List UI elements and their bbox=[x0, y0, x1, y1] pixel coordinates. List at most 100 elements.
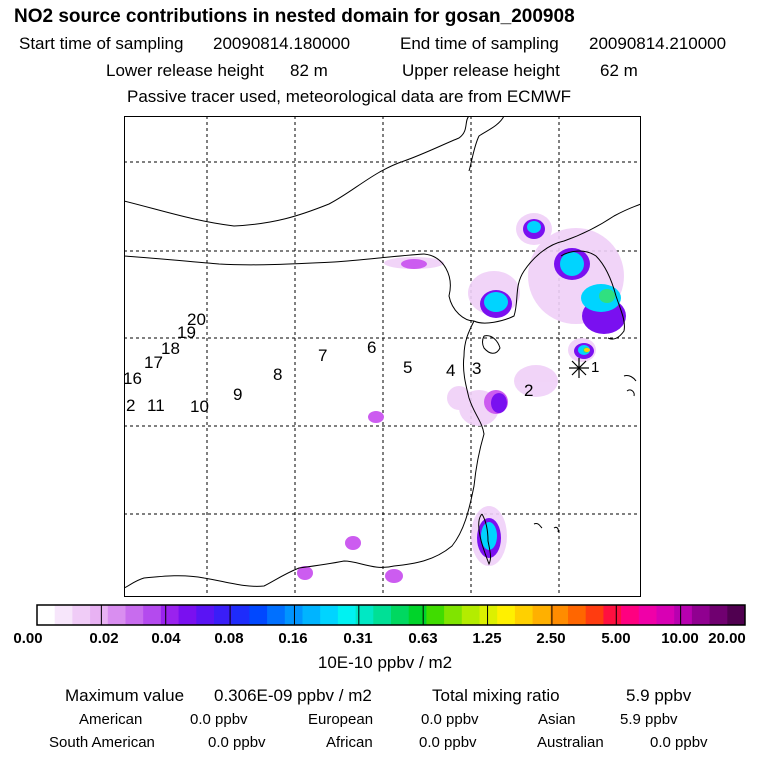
colorbar-swatch bbox=[54, 605, 73, 625]
colorbar-swatch bbox=[178, 605, 197, 625]
colorbar-swatch bbox=[408, 605, 427, 625]
colorbar-frame bbox=[36, 604, 746, 626]
colorbar-swatch bbox=[568, 605, 587, 625]
australian-label: Australian bbox=[537, 734, 604, 751]
colorbar-swatch bbox=[284, 605, 303, 625]
station-number: 2 bbox=[126, 396, 136, 415]
total-mixing-label: Total mixing ratio bbox=[432, 686, 560, 705]
colorbar-swatch bbox=[90, 605, 109, 625]
colorbar-swatch bbox=[231, 605, 250, 625]
colorbar-swatch bbox=[37, 605, 56, 625]
station-number: 4 bbox=[446, 361, 456, 380]
station-number: 20 bbox=[187, 310, 206, 329]
south-american-value: 0.0 ppbv bbox=[208, 734, 266, 751]
start-time-label: Start time of sampling bbox=[19, 34, 184, 53]
south-american-label: South American bbox=[49, 734, 155, 751]
map-frame bbox=[124, 116, 641, 597]
tracer-note: Passive tracer used, meteorological data… bbox=[127, 87, 572, 106]
lower-release-value: 82 m bbox=[290, 61, 328, 80]
colorbar-tick-label: 0.16 bbox=[278, 630, 308, 647]
australian-value: 0.0 ppbv bbox=[650, 734, 708, 751]
upper-release-value: 62 m bbox=[600, 61, 638, 80]
colorbar-swatch bbox=[674, 605, 693, 625]
map-title: NO2 source contributions in nested domai… bbox=[14, 6, 575, 27]
lower-release-label: Lower release height bbox=[106, 61, 264, 80]
station-number: 5 bbox=[403, 358, 413, 377]
colorbar-swatch bbox=[638, 605, 657, 625]
colorbar-tick-label: 2.50 bbox=[536, 630, 566, 647]
colorbar-swatch bbox=[621, 605, 640, 625]
station-number: 9 bbox=[233, 385, 243, 404]
receptor-marker-icon bbox=[569, 358, 589, 378]
colorbar-swatch bbox=[461, 605, 480, 625]
colorbar-tick-label: 0.04 bbox=[151, 630, 181, 647]
station-number: 11 bbox=[147, 396, 165, 415]
colorbar-swatch bbox=[214, 605, 233, 625]
american-value: 0.0 ppbv bbox=[190, 711, 248, 728]
colorbar-swatch bbox=[107, 605, 126, 625]
station-number: 18 bbox=[161, 339, 180, 358]
colorbar-swatch bbox=[320, 605, 339, 625]
african-value: 0.0 ppbv bbox=[419, 734, 477, 751]
colorbar-swatch bbox=[196, 605, 215, 625]
station-number: 1 bbox=[591, 359, 600, 376]
upper-release-label: Upper release height bbox=[402, 61, 560, 80]
asian-label: Asian bbox=[538, 711, 576, 728]
end-time-label: End time of sampling bbox=[400, 34, 559, 53]
colorbar-swatch bbox=[160, 605, 179, 625]
colorbar-swatch bbox=[532, 605, 551, 625]
station-number: 16 bbox=[123, 369, 142, 388]
colorbar bbox=[36, 604, 746, 626]
station-number: 19 bbox=[177, 323, 196, 342]
colorbar-swatch bbox=[444, 605, 463, 625]
colorbar-swatch bbox=[603, 605, 622, 625]
colorbar-swatch bbox=[691, 605, 710, 625]
colorbar-swatch bbox=[125, 605, 144, 625]
total-mixing-value: 5.9 ppbv bbox=[626, 686, 692, 705]
coastlines bbox=[124, 116, 641, 589]
station-number: 10 bbox=[190, 397, 209, 416]
colorbar-swatch bbox=[550, 605, 569, 625]
colorbar-unit: 10E-10 ppbv / m2 bbox=[317, 653, 453, 672]
station-number: 8 bbox=[273, 365, 283, 384]
end-time-value: 20090814.210000 bbox=[589, 34, 727, 53]
european-value: 0.0 ppbv bbox=[421, 711, 479, 728]
colorbar-swatch bbox=[709, 605, 728, 625]
colorbar-swatch bbox=[249, 605, 268, 625]
colorbar-swatch bbox=[337, 605, 356, 625]
station-number: 17 bbox=[144, 353, 163, 372]
asian-value: 5.9 ppbv bbox=[620, 711, 678, 728]
colorbar-swatch bbox=[727, 605, 746, 625]
plume-peak bbox=[584, 348, 590, 352]
colorbar-swatch bbox=[391, 605, 410, 625]
colorbar-tick-label: 5.00 bbox=[601, 630, 631, 647]
colorbar-tick-label: 0.00 bbox=[13, 630, 43, 647]
station-number: 6 bbox=[367, 338, 377, 357]
colorbar-swatch bbox=[656, 605, 675, 625]
colorbar-swatch bbox=[267, 605, 286, 625]
american-label: American bbox=[79, 711, 143, 728]
african-label: African bbox=[326, 734, 373, 751]
european-label: European bbox=[308, 711, 374, 728]
colorbar-tick-label: 0.08 bbox=[214, 630, 244, 647]
colorbar-swatch bbox=[497, 605, 516, 625]
colorbar-swatch bbox=[373, 605, 392, 625]
colorbar-swatch bbox=[426, 605, 445, 625]
colorbar-tick-label: 0.02 bbox=[89, 630, 119, 647]
max-value-label: Maximum value bbox=[65, 686, 185, 705]
colorbar-swatch bbox=[143, 605, 162, 625]
colorbar-swatch bbox=[585, 605, 604, 625]
map-gridlines bbox=[124, 116, 641, 597]
station-number: 3 bbox=[472, 359, 482, 378]
station-number: 2 bbox=[524, 381, 534, 400]
colorbar-swatch bbox=[302, 605, 321, 625]
colorbar-tick-label: 20.00 bbox=[708, 630, 746, 647]
colorbar-swatch bbox=[355, 605, 374, 625]
colorbar-swatch bbox=[514, 605, 533, 625]
max-value: 0.306E-09 ppbv / m2 bbox=[214, 686, 372, 705]
colorbar-swatch bbox=[479, 605, 498, 625]
colorbar-tick-label: 0.31 bbox=[343, 630, 373, 647]
map-panel bbox=[124, 116, 641, 597]
colorbar-tick-label: 10.00 bbox=[661, 630, 699, 647]
station-number: 7 bbox=[318, 346, 328, 365]
